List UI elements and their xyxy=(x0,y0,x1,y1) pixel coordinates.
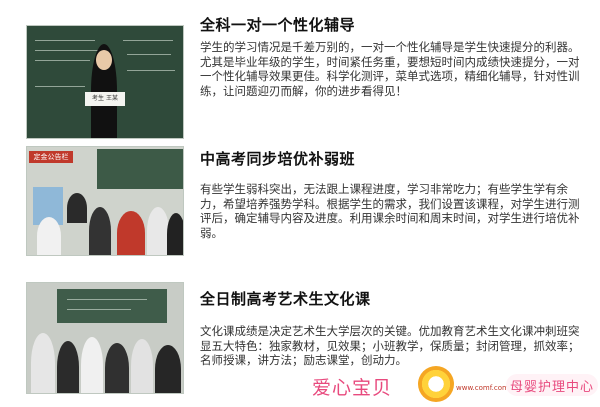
course-photo-one-on-one: 考生 王某 xyxy=(26,25,184,139)
course-title: 全科一对一个性化辅导 xyxy=(200,16,356,34)
sun-logo-icon xyxy=(418,366,454,402)
course-photo-art-student xyxy=(26,282,184,394)
course-photo-sync-class: 定金公告栏 xyxy=(26,146,184,256)
notice-banner: 定金公告栏 xyxy=(29,151,73,163)
course-title: 中高考同步培优补弱班 xyxy=(200,150,356,168)
brand-name-primary: 爱心宝贝 xyxy=(312,377,393,399)
course-card-one-on-one: 考生 王某 全科一对一个性化辅导 学生的学习情况是千差万别的，一对一个性化辅导是… xyxy=(0,0,600,140)
brand-url: www.comf.com.cn xyxy=(456,384,520,392)
course-card-sync-class: 定金公告栏 中高考同步培优补弱班 有些学生弱科突出，无法跟上课程进度，学习非常吃… xyxy=(0,140,600,270)
course-description: 有些学生弱科突出，无法跟上课程进度，学习非常吃力；有些学生学有余力，希望培养强势… xyxy=(200,182,580,240)
course-card-art-student: 全日制高考艺术生文化课 文化课成绩是决定艺术生大学层次的关键。优加教育艺术生文化… xyxy=(0,270,600,407)
name-sign: 考生 王某 xyxy=(85,92,125,106)
brand-name-secondary: 母婴护理中心 xyxy=(510,380,595,395)
brand-label-background xyxy=(506,374,598,396)
brand-watermark: 爱心宝贝 www.comf.com.cn 母婴护理中心 xyxy=(310,362,600,407)
chalkboard xyxy=(57,289,167,323)
course-title: 全日制高考艺术生文化课 xyxy=(200,290,371,308)
chalkboard xyxy=(97,149,183,189)
course-description: 学生的学习情况是千差万别的，一对一个性化辅导是学生快速提分的利器。尤其是毕业年级… xyxy=(200,40,580,98)
course-description: 文化课成绩是决定艺术生大学层次的关键。优加教育艺术生文化课冲刺班突显五大特色：独… xyxy=(200,324,580,367)
